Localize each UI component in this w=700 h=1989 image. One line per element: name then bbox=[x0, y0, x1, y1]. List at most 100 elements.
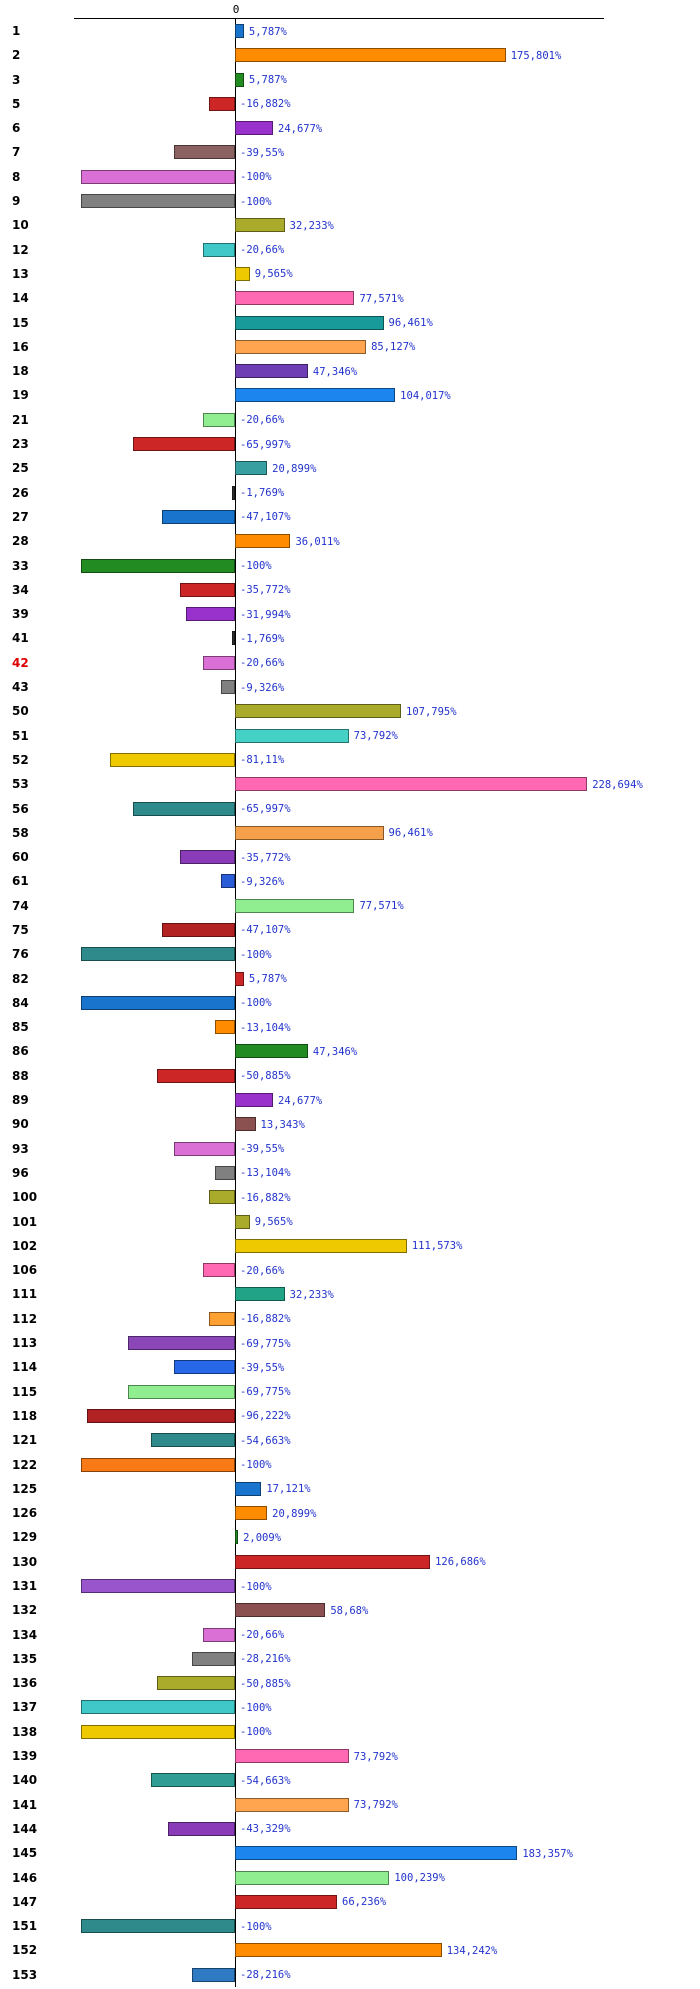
bar-value-label: -100% bbox=[240, 1920, 272, 1933]
bar-value-label: -39,55% bbox=[240, 1361, 285, 1374]
row-label: 9 bbox=[12, 194, 21, 209]
bar-row: 15 96,461% bbox=[0, 311, 700, 335]
x-axis-line bbox=[74, 18, 604, 19]
row-label: 89 bbox=[12, 1093, 29, 1108]
row-label: 113 bbox=[12, 1336, 38, 1351]
row-label: 96 bbox=[12, 1165, 29, 1180]
bar-row: 74 77,571% bbox=[0, 894, 700, 918]
bar bbox=[235, 121, 273, 136]
bar-value-label: -69,775% bbox=[240, 1386, 291, 1399]
bar-row: 18 47,346% bbox=[0, 359, 700, 383]
bar bbox=[156, 1676, 235, 1691]
bar-value-label: 183,357% bbox=[522, 1847, 573, 1860]
row-label: 53 bbox=[12, 777, 29, 792]
bar bbox=[235, 364, 308, 379]
bar-row: 139 73,792% bbox=[0, 1744, 700, 1768]
row-label: 39 bbox=[12, 607, 29, 622]
row-label: 153 bbox=[12, 1967, 38, 1982]
bar bbox=[232, 631, 235, 646]
bar-row: 136 -50,885% bbox=[0, 1671, 700, 1695]
bar-row: 112 -16,882% bbox=[0, 1307, 700, 1331]
bar-row: 60 -35,772% bbox=[0, 845, 700, 869]
row-label: 130 bbox=[12, 1554, 38, 1569]
bar bbox=[235, 339, 367, 354]
bar-value-label: 9,565% bbox=[254, 268, 293, 281]
bar-row: 43 -9,326% bbox=[0, 675, 700, 699]
bar-value-label: -54,663% bbox=[240, 1434, 291, 1447]
bar-value-label: 175,801% bbox=[510, 49, 562, 62]
bar bbox=[235, 1093, 273, 1108]
row-label: 42 bbox=[12, 655, 29, 670]
bar bbox=[81, 1724, 235, 1739]
bar-value-label: 73,792% bbox=[353, 1750, 398, 1763]
row-label: 147 bbox=[12, 1894, 38, 1909]
bar bbox=[235, 1117, 256, 1132]
row-label: 140 bbox=[12, 1773, 38, 1788]
bar bbox=[81, 169, 235, 184]
bar-row: 84 -100% bbox=[0, 991, 700, 1015]
bar bbox=[81, 558, 235, 573]
bar bbox=[203, 242, 235, 257]
bar bbox=[127, 1384, 235, 1399]
bar-row: 113 -69,775% bbox=[0, 1331, 700, 1355]
bar bbox=[133, 437, 235, 452]
row-label: 146 bbox=[12, 1870, 38, 1885]
bar bbox=[133, 801, 235, 816]
bar-value-label: 5,787% bbox=[248, 74, 287, 87]
bar-value-label: -9,326% bbox=[240, 681, 285, 694]
bar-value-label: 32,233% bbox=[289, 219, 334, 232]
bar-row: 122 -100% bbox=[0, 1453, 700, 1477]
row-label: 28 bbox=[12, 534, 29, 549]
bar bbox=[235, 1238, 407, 1253]
row-label: 52 bbox=[12, 752, 29, 767]
bar-row: 8 -100% bbox=[0, 165, 700, 189]
row-label: 51 bbox=[12, 728, 29, 743]
bar bbox=[214, 1020, 235, 1035]
bar-row: 134 -20,66% bbox=[0, 1623, 700, 1647]
bar bbox=[162, 922, 235, 937]
bar-value-label: 47,346% bbox=[312, 1045, 358, 1058]
bar bbox=[235, 1894, 337, 1909]
bar-row: 7 -39,55% bbox=[0, 140, 700, 164]
bar-row: 13 9,565% bbox=[0, 262, 700, 286]
row-label: 152 bbox=[12, 1943, 38, 1958]
bar-row: 145 183,357% bbox=[0, 1841, 700, 1865]
bar-row: 26 -1,769% bbox=[0, 481, 700, 505]
bar-value-label: 73,792% bbox=[353, 1799, 398, 1812]
row-label: 122 bbox=[12, 1457, 38, 1472]
bar bbox=[209, 96, 235, 111]
bar bbox=[214, 1165, 235, 1180]
row-label: 10 bbox=[12, 218, 29, 233]
row-label: 141 bbox=[12, 1797, 38, 1812]
bar bbox=[235, 704, 401, 719]
row-label: 114 bbox=[12, 1360, 38, 1375]
bar-value-label: -13,104% bbox=[240, 1021, 291, 1034]
bar bbox=[235, 291, 355, 306]
bar-value-label: 66,236% bbox=[342, 1896, 387, 1909]
bar-row: 101 9,565% bbox=[0, 1210, 700, 1234]
bar-row: 5 -16,882% bbox=[0, 92, 700, 116]
row-label: 6 bbox=[12, 121, 21, 136]
bar-value-label: 20,899% bbox=[272, 462, 317, 475]
bar-row: 115 -69,775% bbox=[0, 1380, 700, 1404]
bar-value-label: -39,55% bbox=[240, 146, 285, 159]
row-label: 102 bbox=[12, 1238, 38, 1253]
row-label: 43 bbox=[12, 680, 29, 695]
row-label: 131 bbox=[12, 1579, 38, 1593]
bar bbox=[168, 1821, 235, 1836]
bar-value-label: -43,329% bbox=[240, 1823, 291, 1836]
row-label: 90 bbox=[12, 1117, 29, 1132]
row-label: 41 bbox=[12, 631, 29, 646]
bar-row: 53 228,694% bbox=[0, 772, 700, 796]
bar-value-label: 32,233% bbox=[289, 1288, 334, 1301]
bar bbox=[81, 1700, 235, 1715]
zero-axis-line bbox=[235, 18, 236, 1987]
row-label: 151 bbox=[12, 1919, 38, 1934]
bar-value-label: -65,997% bbox=[240, 438, 291, 451]
bar-value-label: -81,11% bbox=[240, 754, 285, 767]
bar-row: 16 85,127% bbox=[0, 335, 700, 359]
bar-value-label: -31,994% bbox=[240, 608, 291, 621]
bar bbox=[150, 1773, 235, 1788]
bar-value-label: -16,882% bbox=[240, 1191, 291, 1204]
bar bbox=[81, 1919, 235, 1934]
